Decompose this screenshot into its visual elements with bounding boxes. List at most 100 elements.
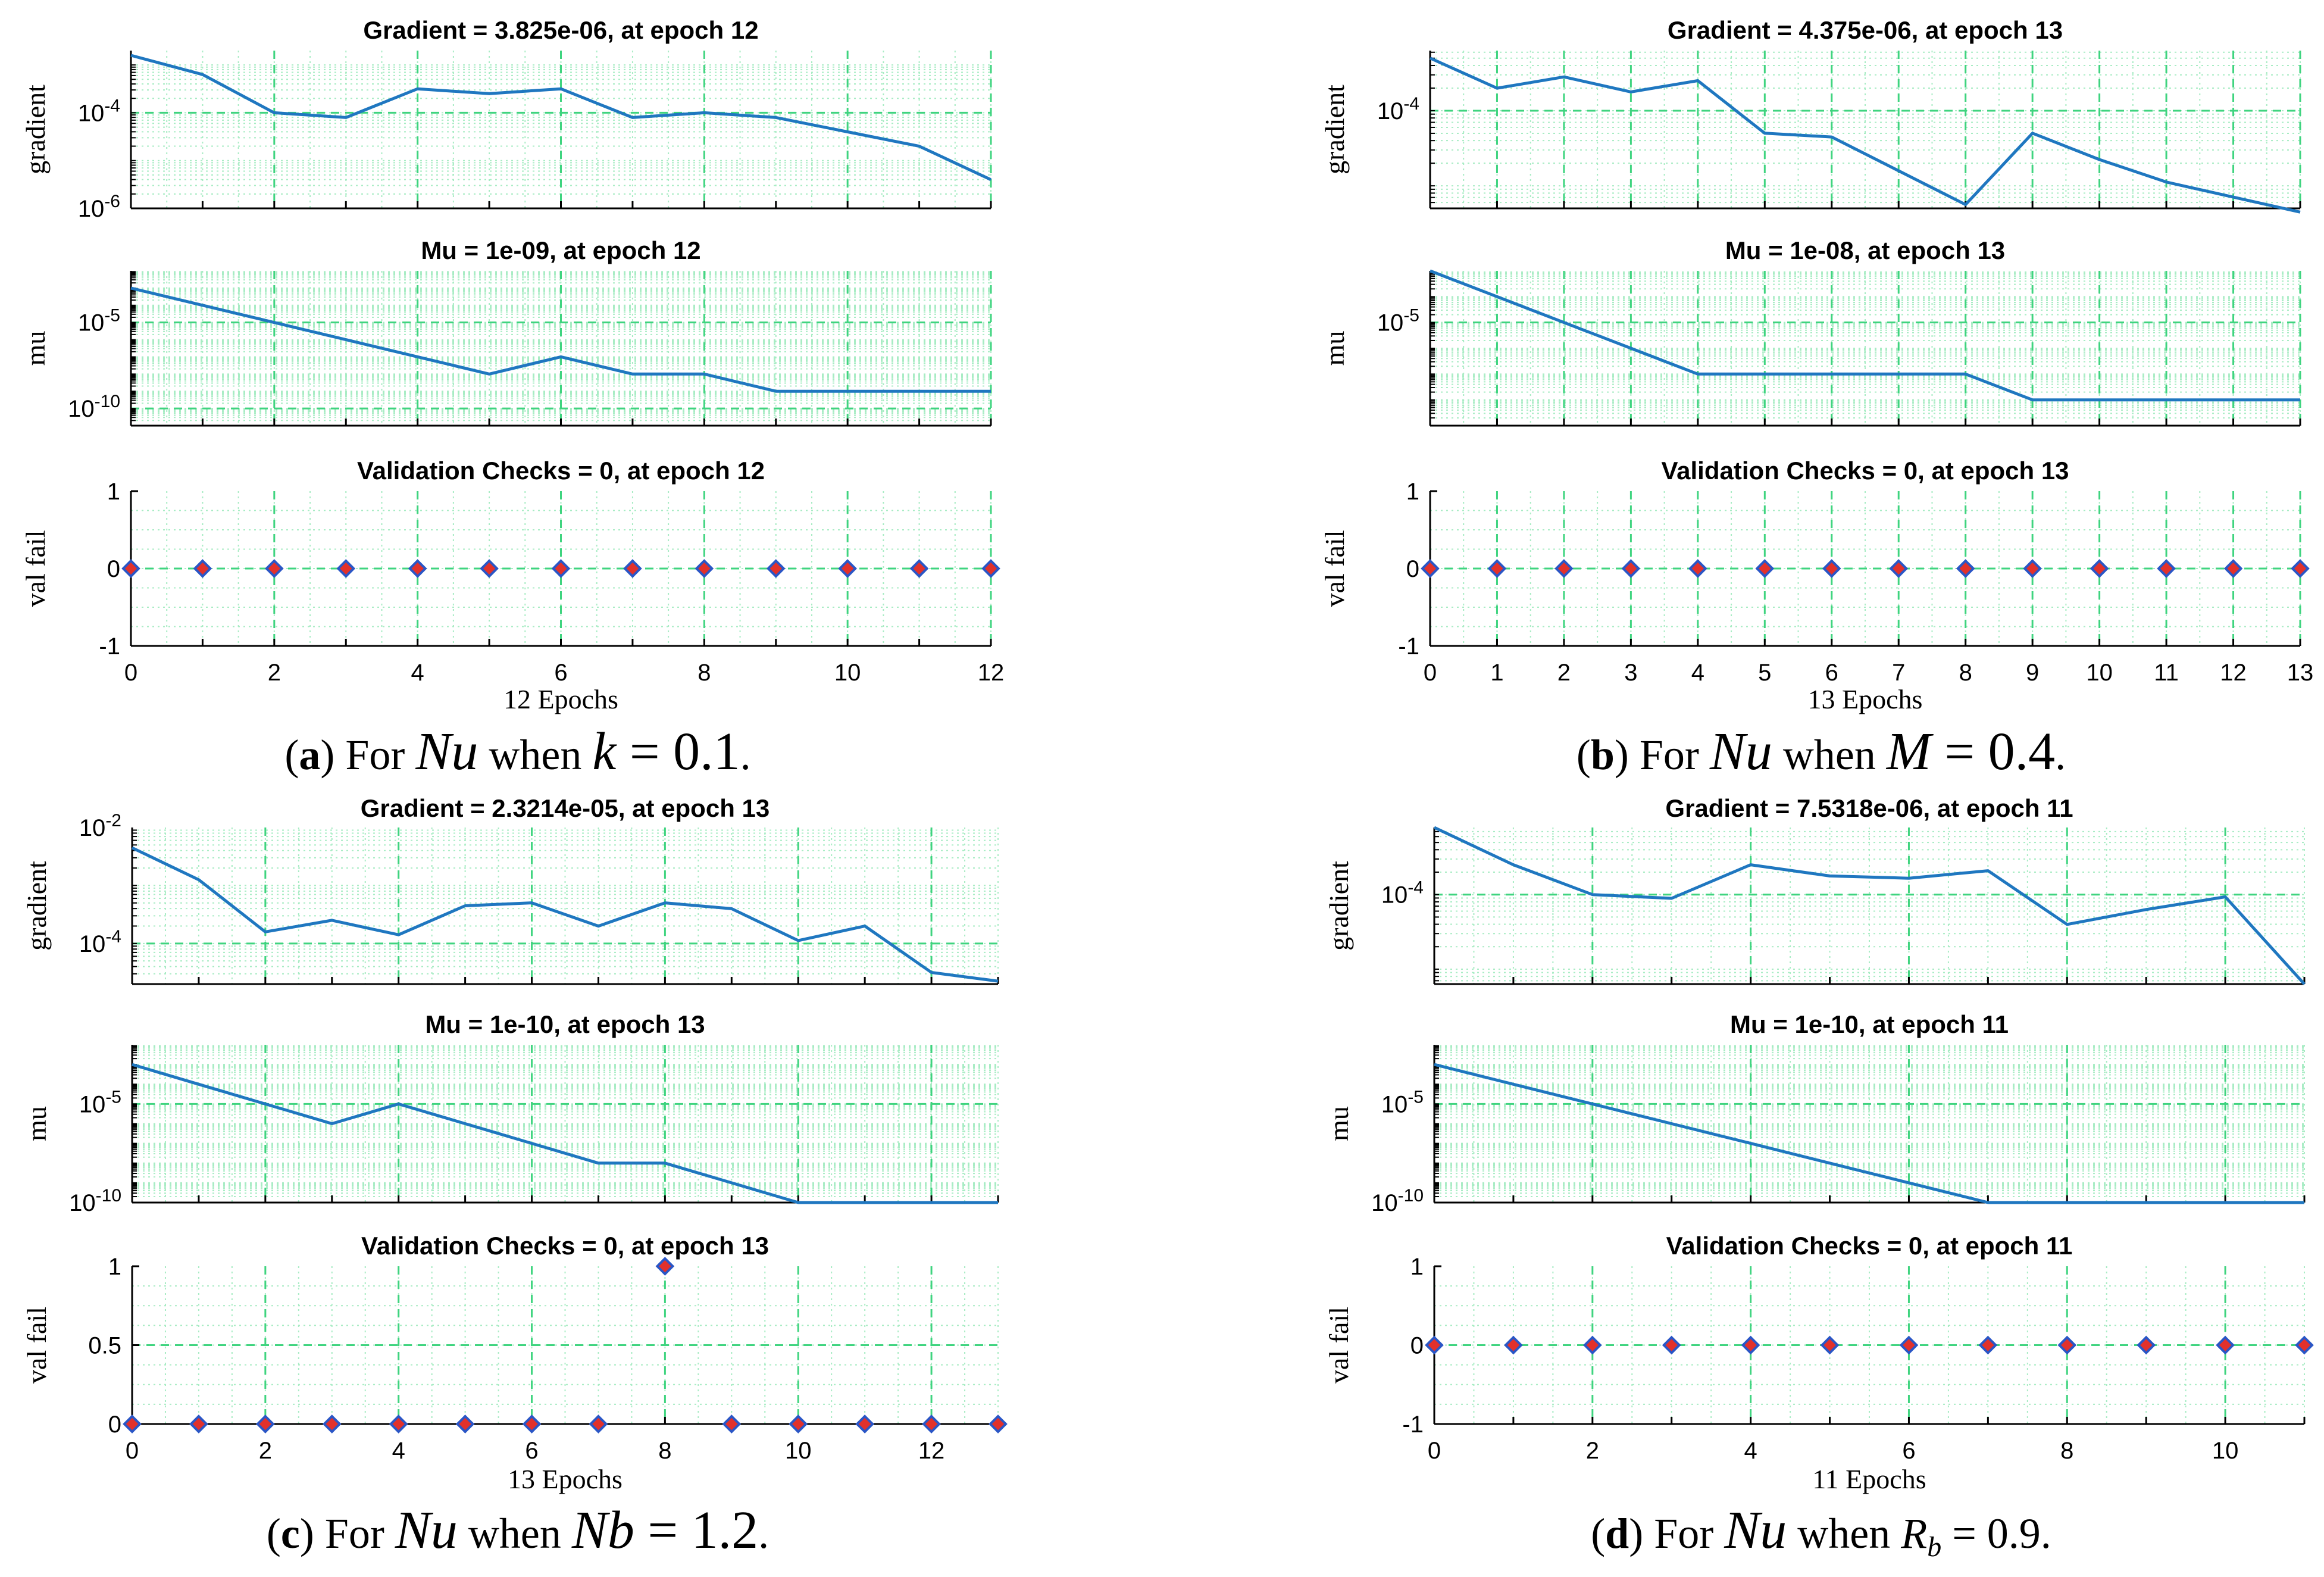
axes-val-fail: Validation Checks = 0, at epoch 11 val fa… <box>1324 1232 2314 1464</box>
x-tick-label: 10 <box>2086 660 2113 686</box>
panel-caption: (d) For Nu when Rb = 0.9. <box>1591 1501 2051 1563</box>
val-fail-marker <box>1554 559 1574 578</box>
y-tick-label: 10-6 <box>78 192 120 222</box>
series-line <box>131 846 999 983</box>
val-fail-marker <box>623 559 642 578</box>
y-tick-label: 0 <box>1406 556 1419 582</box>
val-fail-marker <box>909 559 929 578</box>
axes-title: Mu = 1e-10, at epoch 11 <box>1730 1010 2009 1038</box>
y-axis-label: gradient <box>21 861 52 951</box>
y-axis-label: mu <box>1324 1106 1354 1141</box>
panel-caption: (b) For Nu when M = 0.4. <box>1577 722 2066 781</box>
series-line <box>130 54 992 182</box>
x-tick-label: 8 <box>2060 1438 2073 1464</box>
val-fail-marker <box>1662 1335 1681 1355</box>
val-fail-marker <box>1956 559 1975 578</box>
y-axis-label: gradient <box>20 85 51 174</box>
axes-gradient: Gradient = 2.3214e-05, at epoch 13 gradie… <box>21 794 999 985</box>
val-fail-marker <box>522 1414 542 1434</box>
val-fail-marker <box>1621 559 1641 578</box>
y-axis-label: mu <box>20 331 51 366</box>
x-tick-label: 8 <box>1959 660 1972 686</box>
y-axis-label: mu <box>21 1106 52 1141</box>
val-fail-marker <box>256 1414 275 1434</box>
val-fail-marker <box>1820 1335 1840 1355</box>
val-fail-marker <box>2157 559 2176 578</box>
x-tick-label: 13 <box>2287 660 2314 686</box>
y-tick-label: 10-4 <box>1381 878 1424 908</box>
val-fail-marker <box>480 559 499 578</box>
val-fail-marker <box>193 559 212 578</box>
x-tick-label: 6 <box>1902 1438 1915 1464</box>
x-tick-label: 6 <box>525 1438 538 1464</box>
val-fail-marker <box>1899 1335 1919 1355</box>
axes-val-fail: Validation Checks = 0, at epoch 12 val fa… <box>20 457 1004 686</box>
val-fail-marker <box>1688 559 1707 578</box>
val-fail-marker <box>1822 559 1841 578</box>
y-axis-label: val fail <box>21 1307 52 1384</box>
axes-title: Validation Checks = 0, at epoch 12 <box>357 457 765 485</box>
y-tick-label: -1 <box>1398 633 1419 660</box>
series-line <box>1433 826 2306 985</box>
val-fail-marker <box>922 1414 941 1434</box>
panel-d: Gradient = 7.5318e-06, at epoch 11 gradie… <box>1324 794 2314 1563</box>
val-fail-marker <box>189 1414 208 1434</box>
axes-title: Validation Checks = 0, at epoch 13 <box>1661 457 2069 485</box>
axes-title: Validation Checks = 0, at epoch 13 <box>361 1232 769 1260</box>
val-fail-marker <box>1741 1335 1760 1355</box>
x-tick-label: 9 <box>2026 660 2039 686</box>
x-tick-label: 4 <box>411 660 424 686</box>
y-tick-label: 10-10 <box>69 1186 121 1216</box>
x-tick-label: 2 <box>1557 660 1571 686</box>
x-tick-label: 10 <box>834 660 861 686</box>
val-fail-marker <box>589 1414 608 1434</box>
val-fail-marker <box>722 1414 742 1434</box>
axes-title: Gradient = 4.375e-06, at epoch 13 <box>1668 16 2063 44</box>
val-fail-marker <box>2090 559 2109 578</box>
val-fail-marker <box>655 1257 675 1276</box>
x-tick-label: 3 <box>1624 660 1637 686</box>
series-line <box>132 1063 998 1204</box>
val-fail-marker <box>551 559 571 578</box>
y-tick-label: 1 <box>108 1254 121 1280</box>
val-fail-marker <box>766 559 786 578</box>
val-fail-marker <box>989 1414 1008 1434</box>
val-fail-marker <box>1978 1335 1998 1355</box>
y-tick-label: 10-10 <box>68 392 120 422</box>
y-tick-label: 1 <box>107 479 120 505</box>
val-fail-marker <box>1504 1335 1523 1355</box>
val-fail-marker <box>322 1414 342 1434</box>
x-tick-label: 7 <box>1892 660 1905 686</box>
series-line <box>1434 1063 2304 1204</box>
x-tick-label: 8 <box>697 660 711 686</box>
axes-mu: Mu = 1e-10, at epoch 13 mu 10-10 10-5 <box>21 1010 999 1216</box>
val-fail-marker <box>455 1414 475 1434</box>
y-tick-label: 10-4 <box>1377 94 1419 124</box>
x-tick-label: 1 <box>1490 660 1503 686</box>
val-fail-marker <box>121 559 140 578</box>
x-tick-label: 4 <box>1691 660 1704 686</box>
axes-mu: Mu = 1e-09, at epoch 12 mu 10-10 10-5 <box>20 236 992 427</box>
y-tick-label: 10-4 <box>78 96 120 126</box>
y-tick-label: 10-4 <box>79 927 121 957</box>
axes-gradient: Gradient = 4.375e-06, at epoch 13 gradien… <box>1319 16 2301 214</box>
axes-title: Mu = 1e-08, at epoch 13 <box>1725 236 2005 264</box>
x-tick-label: 11 <box>2154 660 2179 686</box>
x-axis-label: 13 Epochs <box>508 1464 623 1494</box>
x-axis-label: 12 Epochs <box>503 684 618 714</box>
axes-title: Gradient = 2.3214e-05, at epoch 13 <box>361 794 770 822</box>
x-tick-label: 5 <box>1758 660 1771 686</box>
axes-title: Mu = 1e-09, at epoch 12 <box>421 236 700 264</box>
val-fail-marker <box>855 1414 874 1434</box>
panel-a: Gradient = 3.825e-06, at epoch 12 gradien… <box>20 16 1004 781</box>
val-fail-marker <box>2137 1335 2156 1355</box>
val-fail-marker <box>2216 1335 2235 1355</box>
val-fail-marker <box>1755 559 1775 578</box>
x-tick-label: 10 <box>2212 1438 2239 1464</box>
x-tick-label: 4 <box>392 1438 405 1464</box>
val-fail-marker <box>981 559 1000 578</box>
axes-val-fail: Validation Checks = 0, at epoch 13 val fa… <box>21 1232 1008 1464</box>
x-tick-label: 2 <box>268 660 281 686</box>
series-line <box>1430 269 2300 402</box>
